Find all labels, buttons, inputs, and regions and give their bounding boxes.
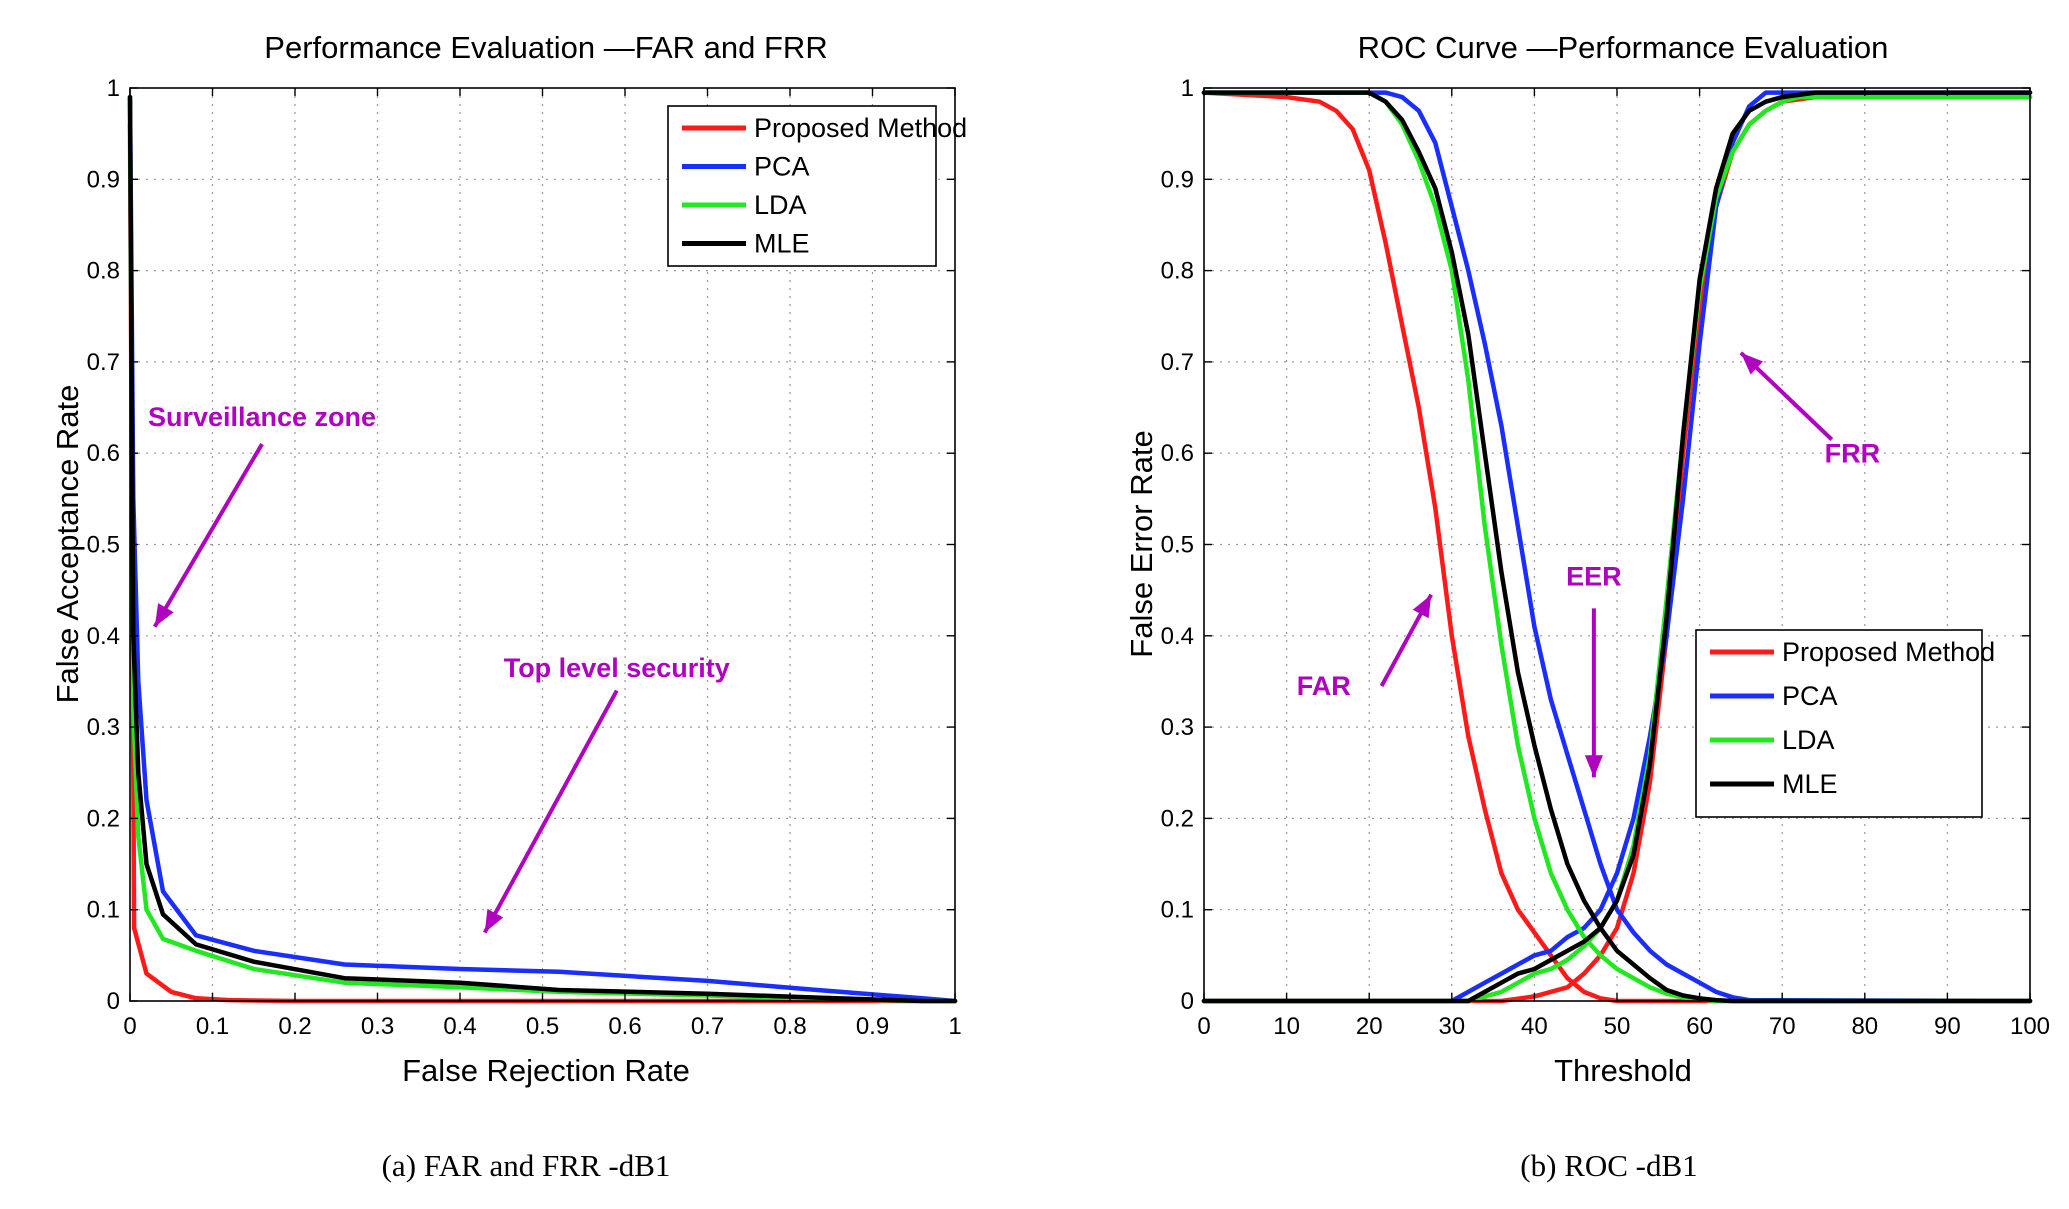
chart-b-ytick-label: 0.8 <box>1161 258 1194 285</box>
chart-b-series-mle-frr <box>1201 90 2033 1004</box>
chart-a-xtick-label: 0.1 <box>196 1013 229 1040</box>
chart-b-annotation-arrowhead <box>1584 755 1603 778</box>
chart-b-caption: (b) ROC -dB1 <box>1520 1148 1697 1183</box>
chart-b-ytick-label: 0 <box>1181 988 1194 1015</box>
chart-a-xtick-label: 1 <box>948 1013 961 1040</box>
chart-b-ytick-label: 0.1 <box>1161 897 1194 924</box>
chart-b-ytick-label: 0.6 <box>1161 440 1194 467</box>
chart-b-ytick-label: 1 <box>1181 75 1194 102</box>
chart-a-ytick-label: 0.5 <box>87 532 120 559</box>
chart-b-xtick-label: 10 <box>1273 1013 1300 1040</box>
chart-a-ytick-label: 0.9 <box>87 166 120 193</box>
chart-b-series-lda-far <box>1201 90 2033 1004</box>
chart-b-legend-label: MLE <box>1782 769 1838 799</box>
chart-a-xtick-label: 0.5 <box>526 1013 559 1040</box>
chart-a-ytick-label: 0.2 <box>87 805 120 832</box>
chart-b-ytick-label: 0.7 <box>1161 349 1194 376</box>
chart-b-xtick-label: 100 <box>2010 1013 2050 1040</box>
chart-b-series-mle-far <box>1201 90 2033 1004</box>
chart-b-xtick-label: 20 <box>1356 1013 1383 1040</box>
chart-b-xtick-label: 30 <box>1438 1013 1465 1040</box>
chart-b-xtick-label: 80 <box>1851 1013 1878 1040</box>
chart-b-annotation-arrowhead <box>1740 352 1763 375</box>
chart-b-series-pca-far <box>1201 90 2033 1004</box>
chart-b-xtick-label: 50 <box>1604 1013 1631 1040</box>
chart-a-ytick-label: 0.8 <box>87 258 120 285</box>
chart-a-ytick-label: 0.4 <box>87 623 120 650</box>
chart-a-annotation-arrowhead <box>154 603 174 627</box>
chart-b-legend-label: Proposed Method <box>1782 637 1995 667</box>
chart-b-ytick-label: 0.3 <box>1161 714 1194 741</box>
chart-b-annotation-label: FAR <box>1297 671 1351 701</box>
chart-b-xtick-label: 90 <box>1934 1013 1961 1040</box>
chart-far-frr: Performance Evaluation —FAR and FRR Fals… <box>50 30 967 1183</box>
chart-a-annotation-arrow <box>153 443 264 628</box>
chart-a-xtick-label: 0 <box>123 1013 136 1040</box>
chart-a-xtick-label: 0.6 <box>608 1013 641 1040</box>
chart-b-ytick-label: 0.5 <box>1161 532 1194 559</box>
chart-b-annotation-label: EER <box>1566 562 1622 592</box>
chart-b-ytick-label: 0.2 <box>1161 805 1194 832</box>
chart-a-legend-label: Proposed Method <box>754 113 967 143</box>
chart-a-annotation-arrowhead <box>484 908 504 933</box>
chart-a-annotation-label: Surveillance zone <box>148 402 376 432</box>
chart-a-ytick-label: 0.7 <box>87 349 120 376</box>
chart-a-annotation-label: Top level security <box>504 653 730 683</box>
chart-b-legend: Proposed Method PCA LDA MLE <box>1695 629 1995 818</box>
chart-b-title: ROC Curve —Performance Evaluation <box>1358 30 1889 65</box>
chart-b-ylabel: False Error Rate <box>1124 430 1159 657</box>
chart-b-legend-label: PCA <box>1782 681 1838 711</box>
chart-a-title: Performance Evaluation —FAR and FRR <box>264 30 827 65</box>
chart-a-xlabel: False Rejection Rate <box>402 1053 690 1088</box>
chart-b-annotation-label: FRR <box>1825 438 1881 468</box>
chart-b-ytick-label: 0.4 <box>1161 623 1194 650</box>
chart-b-xtick-label: 40 <box>1521 1013 1548 1040</box>
chart-a-ytick-label: 0.1 <box>87 897 120 924</box>
chart-a-xtick-label: 0.7 <box>691 1013 724 1040</box>
chart-a-ylabel: False Acceptance Rate <box>50 385 85 704</box>
chart-a-xtick-label: 0.8 <box>773 1013 806 1040</box>
chart-roc: ROC Curve —Performance Evaluation Thresh… <box>1124 30 2050 1183</box>
chart-a-xtick-label: 0.2 <box>278 1013 311 1040</box>
chart-a-ytick-label: 1 <box>107 75 120 102</box>
chart-a-annotation-arrow <box>482 689 619 934</box>
chart-a-ytick-label: 0.3 <box>87 714 120 741</box>
chart-b-xtick-label: 60 <box>1686 1013 1713 1040</box>
chart-b-legend-label: LDA <box>1782 725 1835 755</box>
chart-b-ytick-label: 0.9 <box>1161 166 1194 193</box>
chart-a-legend-label: MLE <box>754 229 810 259</box>
chart-b-annotation-arrowhead <box>1412 594 1432 619</box>
chart-a-caption: (a) FAR and FRR -dB1 <box>382 1148 671 1183</box>
chart-a-legend: Proposed Method PCA LDA MLE <box>667 105 967 267</box>
chart-a-xtick-label: 0.3 <box>361 1013 394 1040</box>
chart-a-ytick-label: 0.6 <box>87 440 120 467</box>
chart-a-xtick-label: 0.4 <box>443 1013 476 1040</box>
chart-a-legend-box <box>667 105 937 267</box>
chart-a-xtick-label: 0.9 <box>856 1013 889 1040</box>
chart-b-xtick-label: 0 <box>1197 1013 1210 1040</box>
chart-a-series-pca <box>127 94 958 1004</box>
chart-a-ytick-label: 0 <box>107 988 120 1015</box>
chart-a-legend-label: PCA <box>754 152 810 182</box>
chart-a-legend-label: LDA <box>754 190 807 220</box>
chart-b-xtick-label: 70 <box>1769 1013 1796 1040</box>
chart-b-series-proposed-method-far <box>1201 90 2033 1004</box>
chart-b-xlabel: Threshold <box>1554 1053 1692 1088</box>
